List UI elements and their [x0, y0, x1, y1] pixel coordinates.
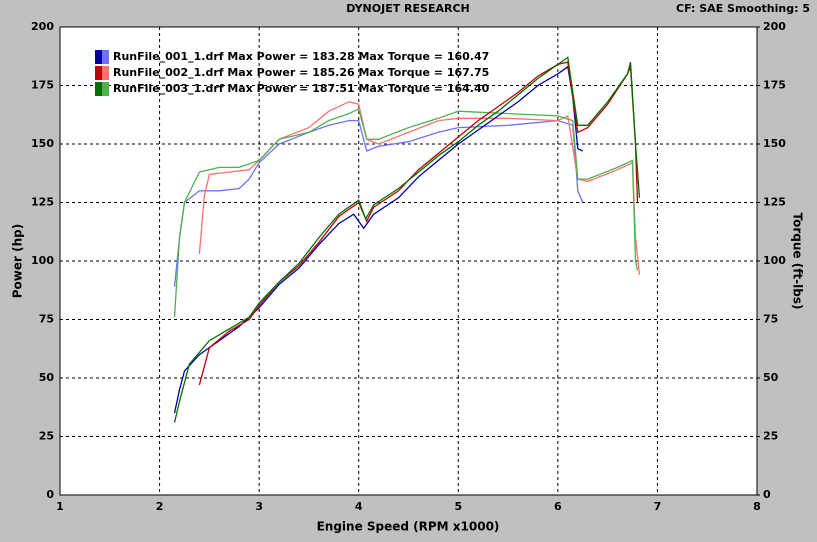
- legend-swatch: [95, 50, 102, 64]
- y2-tick-label: 100: [763, 254, 786, 267]
- legend-swatch: [102, 50, 109, 64]
- y-tick-label: 50: [39, 371, 55, 384]
- y2-tick-label: 50: [763, 371, 779, 384]
- y-tick-label: 175: [31, 79, 54, 92]
- power-line: [173, 56, 641, 423]
- x-tick-label: 5: [454, 500, 462, 513]
- y-axis-label: Power (hp): [11, 224, 25, 298]
- legend-label: RunFile_001_1.drf Max Power = 183.28 Max…: [113, 50, 489, 63]
- x-axis-label: Engine Speed (RPM x1000): [317, 520, 500, 534]
- y2-tick-label: 25: [763, 430, 778, 443]
- legend-label: RunFile_003_1.drf Max Power = 187.51 Max…: [113, 82, 490, 95]
- x-tick-label: 1: [56, 500, 64, 513]
- torque-line: [173, 119, 584, 287]
- x-tick-label: 8: [753, 500, 761, 513]
- y-tick-label: 100: [31, 254, 54, 267]
- legend-swatch: [95, 82, 102, 96]
- y2-tick-label: 75: [763, 313, 778, 326]
- y-tick-label: 75: [39, 313, 54, 326]
- y2-axis-label: Torque (ft-lbs): [791, 213, 805, 310]
- y-tick-label: 125: [31, 196, 54, 209]
- power-line: [173, 65, 584, 414]
- y2-tick-label: 175: [763, 79, 786, 92]
- y-tick-label: 150: [31, 137, 54, 150]
- x-tick-label: 6: [554, 500, 562, 513]
- x-tick-label: 7: [654, 500, 662, 513]
- y2-tick-label: 150: [763, 137, 786, 150]
- x-tick-label: 3: [255, 500, 263, 513]
- y-tick-label: 0: [46, 488, 54, 501]
- y2-tick-label: 200: [763, 20, 786, 33]
- y-tick-label: 25: [39, 430, 54, 443]
- y2-tick-label: 0: [763, 488, 771, 501]
- x-tick-label: 4: [355, 500, 363, 513]
- legend-label: RunFile_002_1.drf Max Power = 185.26 Max…: [113, 66, 489, 79]
- y2-tick-label: 125: [763, 196, 786, 209]
- torque-line: [173, 107, 639, 318]
- legend-swatch: [95, 66, 102, 80]
- chart-subtitle: CF: SAE Smoothing: 5: [676, 2, 810, 15]
- x-tick-label: 2: [156, 500, 164, 513]
- torque-line: [198, 101, 641, 276]
- legend-swatch: [102, 82, 109, 96]
- legend-swatch: [102, 66, 109, 80]
- chart-title: DYNOJET RESEARCH: [346, 2, 469, 15]
- y-tick-label: 200: [31, 20, 54, 33]
